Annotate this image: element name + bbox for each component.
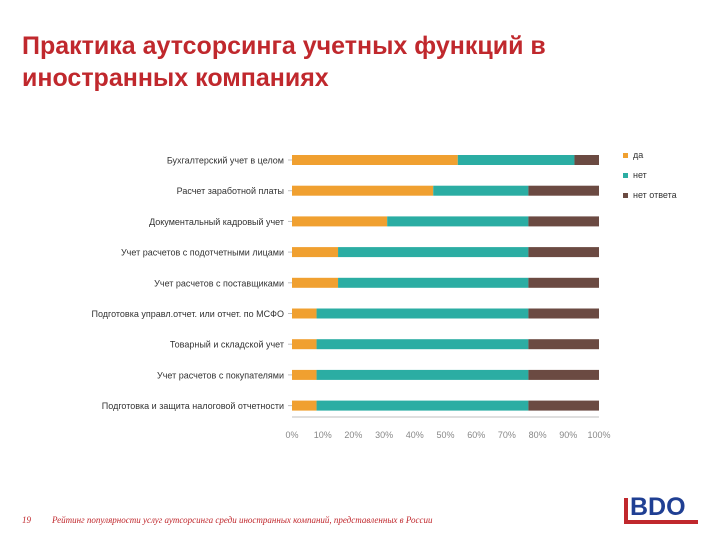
bar-segment: [292, 247, 339, 258]
legend-swatch: [623, 193, 628, 198]
category-label: Бухгалтерский учет в целом: [167, 156, 284, 166]
bar-segment: [292, 185, 434, 196]
bar-segment: [316, 308, 529, 319]
bar-segment: [316, 369, 529, 380]
bar-segment: [292, 339, 317, 350]
logo-bar: [624, 498, 628, 524]
logo-text: BDO: [630, 493, 686, 521]
bar-segment: [528, 369, 599, 380]
x-tick-label: 40%: [406, 430, 424, 440]
x-tick-label: 90%: [559, 430, 577, 440]
category-label: Учет расчетов с покупателями: [157, 370, 284, 380]
legend-swatch: [623, 173, 628, 178]
bar-segment: [292, 277, 339, 288]
x-tick-label: 0%: [285, 430, 298, 440]
bar-segment: [316, 400, 529, 411]
bar-segment: [528, 216, 599, 227]
footnote: 19 Рейтинг популярности услуг аутсорсинга…: [22, 515, 602, 525]
x-tick-label: 10%: [314, 430, 332, 440]
category-label: Подготовка управл.отчет. или отчет. по М…: [91, 309, 284, 319]
slide-title: Практика аутсорсинга учетных функций в и…: [22, 32, 546, 92]
bar-segment: [528, 400, 599, 411]
bdo-logo: BDO: [624, 493, 700, 524]
bar-segment: [338, 277, 529, 288]
x-tick-label: 70%: [498, 430, 516, 440]
legend-label: да: [633, 150, 643, 160]
page-number: 19: [22, 515, 31, 525]
x-tick-label: 80%: [529, 430, 547, 440]
bar-segment: [433, 185, 529, 196]
x-tick-label: 20%: [344, 430, 362, 440]
x-tick-label: 50%: [436, 430, 454, 440]
bar-segment: [528, 339, 599, 350]
stacked-bar-chart: 0% 10% 20% 30% 40% 50% 60% 70% 80% 90% 100% Бухгалт…: [91, 150, 677, 440]
bar-segment: [316, 339, 529, 350]
bar-segment: [292, 155, 458, 165]
bar-segment: [528, 247, 599, 258]
bar-segment: [292, 369, 317, 380]
legend-label: нет ответа: [633, 190, 677, 200]
bar-segment: [528, 185, 599, 196]
category-label: Учет расчетов с подотчетными лицами: [121, 248, 284, 258]
category-label: Документальный кадровый учет: [149, 217, 284, 227]
x-tick-label: 30%: [375, 430, 393, 440]
footnote-text: Рейтинг популярности услуг аутсорсинга с…: [52, 515, 433, 525]
category-label: Товарный и складской учет: [170, 340, 284, 350]
bar-segment: [292, 216, 388, 227]
bar-segment: [338, 247, 529, 258]
x-tick-label: 100%: [587, 430, 610, 440]
x-tick-label: 60%: [467, 430, 485, 440]
bar-segment: [528, 308, 599, 319]
bar-segment: [457, 155, 575, 165]
legend-label: нет: [633, 170, 647, 180]
bar-segment: [574, 155, 599, 165]
category-label: Подготовка и защита налоговой отчетности: [102, 401, 284, 411]
category-label: Учет расчетов с поставщиками: [154, 278, 284, 288]
bar-segment: [292, 308, 317, 319]
logo-underline: [624, 520, 698, 524]
bar-segment: [528, 277, 599, 288]
bar-segment: [387, 216, 529, 227]
category-label: Расчет заработной платы: [177, 186, 284, 196]
bar-segment: [292, 400, 317, 411]
legend-swatch: [623, 153, 628, 158]
